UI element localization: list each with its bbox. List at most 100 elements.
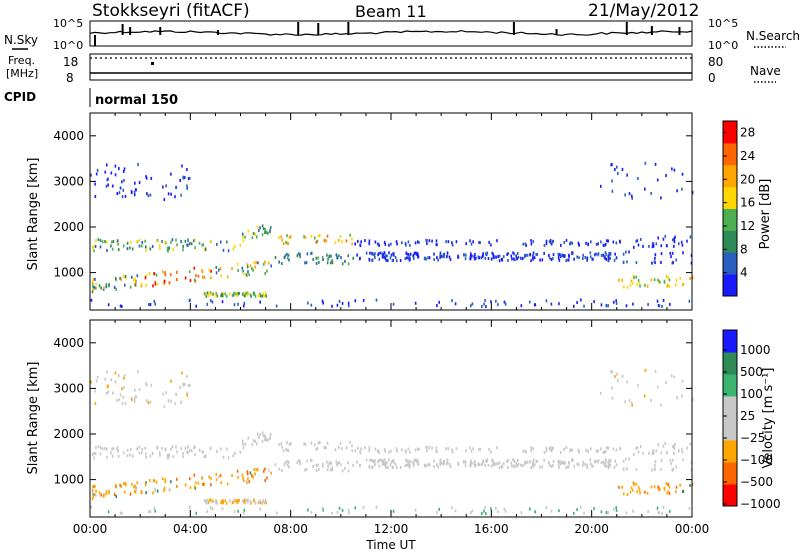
power-cell — [92, 288, 95, 292]
power-cell — [347, 262, 350, 266]
velocity-cell — [137, 370, 139, 374]
power-cell — [667, 283, 669, 287]
velocity-cell — [133, 397, 136, 401]
velocity-cell — [595, 459, 597, 463]
power-cell — [644, 161, 647, 165]
power-cell — [305, 261, 308, 265]
velocity-cell — [557, 463, 560, 467]
velocity-cell — [589, 447, 592, 451]
velocity-cell — [171, 445, 174, 449]
power-cell — [145, 274, 147, 278]
velocity-cell — [168, 453, 170, 457]
velocity-cell — [145, 382, 147, 386]
freq-right-tick-bottom: 0 — [708, 71, 716, 85]
velocity-cell — [529, 460, 531, 464]
power-cell — [122, 244, 125, 248]
power-cell — [194, 238, 196, 242]
velocity-cell — [129, 453, 131, 457]
power-cell — [564, 254, 566, 258]
power-cell — [654, 256, 656, 260]
power-cell — [347, 301, 350, 305]
power-cell — [243, 301, 246, 305]
power-cell — [315, 256, 318, 260]
velocity-cell — [91, 491, 94, 495]
velocity-cell — [264, 467, 266, 471]
velocity-cell — [436, 463, 438, 467]
velocity-cell — [689, 483, 691, 487]
velocity-cell — [360, 447, 362, 451]
power-cell — [615, 241, 618, 245]
velocity-cell — [175, 477, 178, 481]
power-cell — [158, 244, 161, 248]
power-cell — [446, 254, 449, 258]
velocity-cell — [607, 464, 610, 468]
velocity-cell — [374, 463, 376, 467]
power-cell — [449, 258, 452, 262]
power-cell — [317, 234, 320, 238]
power-cell — [607, 254, 610, 258]
power-cell — [576, 255, 578, 259]
power-cell — [595, 242, 598, 246]
power-cell — [673, 244, 675, 248]
power-cell — [550, 242, 553, 246]
velocity-cell — [164, 447, 166, 451]
velocity-cell — [321, 506, 324, 510]
power-cell — [252, 268, 254, 272]
power-cell — [107, 183, 109, 187]
power-cell — [423, 257, 426, 261]
velocity-cell — [558, 509, 560, 513]
power-cell — [159, 246, 161, 250]
power-cell — [501, 258, 503, 262]
power-cell — [407, 256, 410, 260]
velocity-cell — [675, 490, 677, 494]
velocity-cell — [564, 461, 566, 465]
power-cell — [156, 282, 159, 286]
power-cell — [216, 242, 218, 246]
velocity-cell — [134, 490, 137, 494]
power-cell — [631, 196, 633, 200]
power-cell — [151, 245, 154, 249]
power-colorbar-swatches — [723, 121, 737, 297]
power-cell — [565, 259, 567, 263]
power-cell — [187, 177, 190, 181]
power-cell — [667, 276, 669, 280]
velocity-cell — [263, 469, 265, 473]
velocity-cell — [567, 465, 570, 469]
power-cell — [618, 278, 620, 282]
velocity-cell — [516, 464, 518, 468]
velocity-cell — [258, 501, 260, 505]
power-cell — [329, 254, 331, 258]
velocity-colorbar-swatch — [723, 484, 737, 507]
velocity-cell — [631, 488, 634, 492]
velocity-cell — [322, 508, 324, 512]
power-cell — [121, 195, 124, 199]
velocity-cell — [334, 448, 337, 452]
power-cell — [288, 258, 290, 262]
velocity-colorbar-swatch — [723, 330, 737, 353]
velocity-cell — [254, 472, 256, 476]
power-cell — [93, 249, 95, 253]
velocity-cell — [665, 482, 668, 486]
power-x-ticks — [89, 113, 693, 310]
power-cell — [149, 193, 152, 197]
power-cell — [409, 252, 412, 256]
velocity-cell — [632, 452, 635, 456]
power-cell — [136, 240, 138, 244]
power-cell — [679, 276, 682, 280]
velocity-cell — [116, 446, 119, 450]
power-cell — [264, 291, 267, 295]
power-cell — [188, 270, 191, 274]
power-cell — [187, 238, 189, 242]
velocity-cell — [303, 442, 305, 446]
power-cell — [653, 260, 656, 264]
power-cell — [592, 257, 594, 261]
velocity-cell — [163, 487, 166, 491]
velocity-cell — [600, 460, 603, 464]
power-cell — [225, 294, 228, 298]
velocity-cell — [326, 468, 329, 472]
power-cell — [106, 248, 108, 252]
power-cell — [100, 286, 103, 290]
velocity-cell — [469, 464, 472, 468]
velocity-cell — [376, 449, 379, 453]
